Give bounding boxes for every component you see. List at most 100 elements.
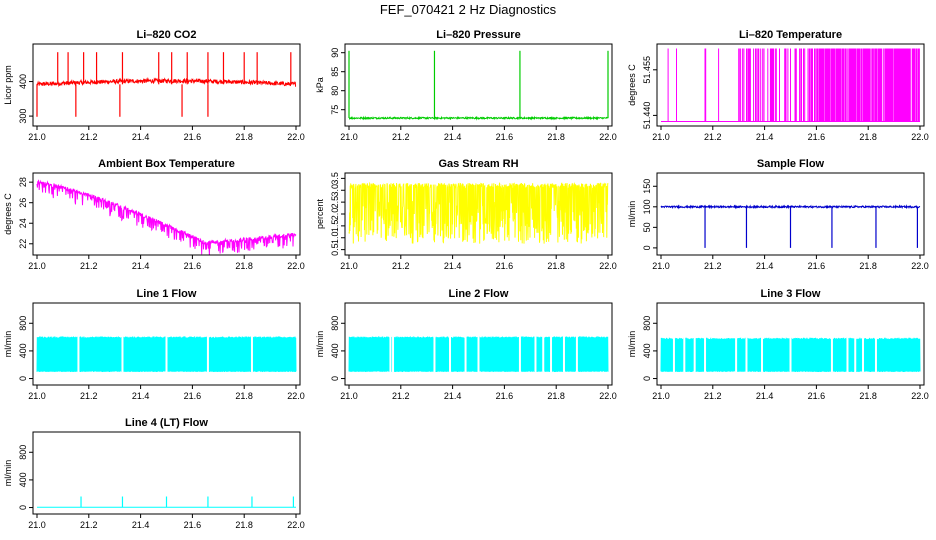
chart-ambient-temp: Ambient Box Temperature degrees C 21.0 21.2… [3, 158, 305, 271]
x-tick-label: 21.2 [80, 391, 98, 401]
flow-gap [433, 306, 436, 382]
plot-frame [32, 172, 301, 256]
chart-line1-flow: Line 1 Flow ml/min 21.0 21.2 21.4 21.6 21.8 22.… [3, 288, 305, 401]
y-tick-label: 0.5 [330, 243, 340, 256]
chart-title: Gas Stream RH [438, 158, 518, 170]
x-tick-label: 21.0 [340, 261, 358, 271]
flow-gap [477, 306, 480, 382]
y-tick-label: 75 [330, 105, 340, 115]
y-tick-label: 400 [642, 343, 652, 358]
y-axis-label: ml/min [3, 331, 13, 358]
flow-gap [534, 306, 537, 382]
chart-co2: Li–820 CO2 Licor ppm 21.0 21.2 21.4 21.6 21.8 2… [3, 29, 305, 142]
x-tick-label: 21.8 [235, 261, 253, 271]
x-tick-label: 22.0 [599, 132, 617, 142]
x-tick-label: 21.4 [132, 520, 150, 530]
y-tick-label: 400 [330, 343, 340, 358]
chart-line3-flow: Line 3 Flow ml/min 21.0 21.2 21.4 21.6 21.8 22.… [627, 288, 929, 401]
x-tick-label: 21.2 [392, 391, 410, 401]
flow-gap [542, 306, 545, 382]
flow-gap [449, 306, 452, 382]
flow-gap [518, 306, 521, 382]
y-axis-label: degrees C [627, 64, 637, 106]
chart-licor-temp: Li–820 Temperature degrees C 21.0 21.2 21.4 2… [627, 29, 929, 142]
x-tick-label: 21.0 [28, 520, 46, 530]
x-tick-label: 21.4 [756, 132, 774, 142]
x-tick-label: 21.8 [235, 520, 253, 530]
flow-gap [874, 306, 877, 382]
y-tick-label: 400 [18, 343, 28, 358]
y-axis-label: ml/min [3, 460, 13, 487]
x-tick-label: 21.8 [859, 132, 877, 142]
x-tick-label: 22.0 [287, 520, 305, 530]
y-tick-label: 0 [642, 376, 652, 381]
plot-frame [344, 43, 613, 127]
y-axis-label: kPa [315, 77, 325, 93]
y-tick-label: 51.455 [642, 56, 652, 84]
x-tick-label: 21.4 [444, 261, 462, 271]
page-title: FEF_070421 2 Hz Diagnostics [379, 2, 557, 17]
x-tick-label: 21.0 [340, 391, 358, 401]
chart-title: Li–820 CO2 [137, 29, 197, 41]
y-axis-label: degrees C [3, 193, 13, 235]
flow-gap [830, 306, 833, 382]
flow-gap [562, 306, 565, 382]
y-tick-label: 400 [18, 472, 28, 487]
plot-frame [656, 43, 925, 127]
y-axis-label: Licor ppm [3, 65, 13, 105]
y-tick-label: 800 [642, 316, 652, 331]
y-tick-label: 2.0 [330, 208, 340, 221]
x-tick-label: 22.0 [911, 391, 929, 401]
x-tick-label: 21.4 [132, 261, 150, 271]
x-tick-label: 21.0 [28, 261, 46, 271]
x-tick-label: 21.6 [808, 132, 826, 142]
x-tick-label: 22.0 [287, 132, 305, 142]
x-tick-label: 21.8 [235, 391, 253, 401]
x-tick-label: 21.0 [340, 132, 358, 142]
flow-gap [121, 306, 124, 382]
chart-rh: Gas Stream RH percent 21.0 21.2 21.4 21.6 21.8… [315, 158, 617, 271]
y-tick-label: 1.0 [330, 231, 340, 244]
y-tick-label: 3.5 [330, 172, 340, 185]
y-tick-label: 800 [18, 445, 28, 460]
chart-sample-flow: Sample Flow ml/min 21.0 21.2 21.4 21.6 21.8 22.… [627, 158, 929, 271]
x-tick-label: 21.6 [184, 261, 202, 271]
flow-gap [392, 306, 395, 382]
y-tick-label: 22 [18, 239, 28, 249]
data-series [36, 179, 297, 256]
plot-frame [656, 172, 925, 256]
flow-gap [250, 306, 253, 382]
chart-title: Line 2 Flow [449, 288, 509, 300]
chart-line2-flow: Line 2 Flow ml/min 21.0 21.2 21.4 21.6 21.8 22.… [315, 288, 617, 401]
chart-line4-flow: Line 4 (LT) Flow ml/min 21.0 21.2 21.4 21.6 21… [3, 417, 305, 530]
x-tick-label: 21.6 [496, 391, 514, 401]
flow-gap [735, 306, 738, 382]
x-tick-label: 21.8 [235, 132, 253, 142]
y-tick-label: 50 [642, 222, 652, 232]
flow-gap [745, 306, 748, 382]
plot-frame [32, 431, 301, 515]
y-tick-label: 800 [330, 316, 340, 331]
x-tick-label: 21.6 [184, 391, 202, 401]
flow-gap [77, 306, 80, 382]
flow-gap [165, 306, 168, 382]
y-tick-label: 85 [330, 67, 340, 77]
x-tick-label: 21.8 [547, 391, 565, 401]
plot-frame [656, 302, 925, 386]
chart-title: Line 3 Flow [761, 288, 821, 300]
x-tick-label: 21.4 [132, 132, 150, 142]
x-tick-label: 21.2 [80, 132, 98, 142]
y-axis-label: ml/min [627, 331, 637, 358]
x-tick-label: 21.4 [444, 391, 462, 401]
x-tick-label: 21.0 [28, 391, 46, 401]
y-axis-label: percent [315, 198, 325, 229]
y-tick-label: 0 [642, 245, 652, 250]
chart-title: Ambient Box Temperature [98, 158, 235, 170]
x-tick-label: 21.2 [704, 132, 722, 142]
flow-gap [704, 306, 707, 382]
x-tick-label: 21.4 [444, 132, 462, 142]
x-tick-label: 22.0 [599, 261, 617, 271]
x-tick-label: 22.0 [287, 261, 305, 271]
x-tick-label: 21.2 [704, 261, 722, 271]
